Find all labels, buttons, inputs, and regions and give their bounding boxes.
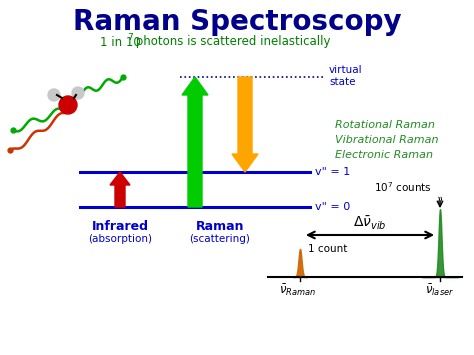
Text: $\bar{\nu}_{Raman}$: $\bar{\nu}_{Raman}$	[279, 282, 317, 298]
Text: $10^7$ counts: $10^7$ counts	[374, 180, 432, 194]
Text: v" = 0: v" = 0	[315, 202, 350, 212]
Circle shape	[48, 89, 60, 101]
Text: (absorption): (absorption)	[88, 234, 152, 244]
Text: Raman Spectroscopy: Raman Spectroscopy	[73, 8, 401, 36]
Text: state: state	[329, 77, 356, 87]
Text: Electronic Raman: Electronic Raman	[335, 150, 433, 160]
Circle shape	[59, 96, 77, 114]
Text: Infrared: Infrared	[91, 220, 148, 234]
Text: $\approx$: $\approx$	[434, 195, 447, 208]
Text: virtual: virtual	[329, 65, 363, 75]
Text: (scattering): (scattering)	[190, 234, 250, 244]
Text: Excitation: Excitation	[190, 111, 200, 173]
Text: Vibrational Raman: Vibrational Raman	[335, 135, 438, 145]
Text: photons is scattered inelastically: photons is scattered inelastically	[132, 36, 330, 49]
FancyArrow shape	[110, 172, 130, 207]
Text: 1 in 10: 1 in 10	[100, 36, 141, 49]
Circle shape	[72, 87, 84, 99]
FancyArrow shape	[232, 77, 258, 172]
Text: $\bar{\nu}_{laser}$: $\bar{\nu}_{laser}$	[426, 282, 455, 298]
FancyArrow shape	[182, 77, 208, 207]
Text: $\Delta\bar{\nu}_{vib}$: $\Delta\bar{\nu}_{vib}$	[353, 215, 387, 232]
Text: Scattered: Scattered	[240, 99, 250, 160]
Text: Rotational Raman: Rotational Raman	[335, 120, 435, 130]
Text: 7: 7	[127, 33, 133, 43]
Text: 1 count: 1 count	[308, 244, 347, 254]
Text: v" = 1: v" = 1	[315, 167, 350, 177]
Text: Raman: Raman	[196, 220, 244, 234]
